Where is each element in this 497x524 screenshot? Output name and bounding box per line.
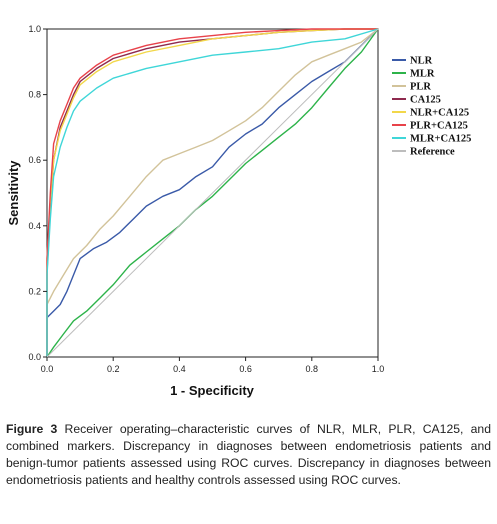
y-tick-label: 0.6	[28, 155, 41, 165]
x-tick-label: 0.8	[306, 364, 319, 374]
legend-label-mlr: MLR	[410, 69, 435, 80]
curve-plr-ca125	[46, 28, 378, 357]
curve-nlr-ca125	[46, 28, 378, 357]
figure-label: Figure 3	[6, 422, 58, 436]
legend-label-plr: PLR	[410, 82, 431, 93]
y-tick-label: 0.0	[28, 352, 41, 362]
roc-chart: 0.0 0.2 0.4 0.6 0.8 1.0 0.0 0.2 0.4 0.6 0.8 1.0 1 -…	[6, 24, 471, 398]
x-tick-label: 0.4	[173, 364, 186, 374]
legend: NLR MLR PLR CA125 NLR+CA125 PLR+CA125 MLR+CA12…	[392, 56, 471, 158]
y-tick-label: 0.8	[28, 90, 41, 100]
legend-label-nlr: NLR	[410, 56, 433, 67]
x-axis-title: 1 - Specificity	[170, 383, 255, 398]
curve-mlr-ca125	[46, 28, 379, 357]
y-axis-title: Sensitivity	[6, 160, 21, 226]
x-tick-label: 0.2	[107, 364, 120, 374]
figure-caption: Figure 3 Receiver operating–characterist…	[6, 421, 491, 489]
x-tick-label: 0.6	[239, 364, 252, 374]
x-tick-label: 1.0	[372, 364, 385, 374]
legend-label-reference: Reference	[410, 147, 455, 158]
y-tick-label: 1.0	[28, 24, 41, 34]
ticks-group: 0.0 0.2 0.4 0.6 0.8 1.0 0.0 0.2 0.4 0.6 0.8 1.0	[28, 24, 384, 374]
y-tick-label: 0.2	[28, 286, 41, 296]
figure-caption-text: Receiver operating–characteristic curves…	[6, 422, 491, 487]
legend-label-mlr-ca125: MLR+CA125	[410, 134, 471, 145]
legend-label-ca125: CA125	[410, 95, 441, 106]
curve-nlr	[46, 28, 379, 357]
y-tick-label: 0.4	[28, 221, 41, 231]
curves-group	[46, 28, 379, 358]
curve-reference	[46, 28, 379, 358]
legend-label-nlr-ca125: NLR+CA125	[410, 108, 469, 119]
x-tick-label: 0.0	[41, 364, 54, 374]
curve-plr	[46, 28, 379, 357]
legend-label-plr-ca125: PLR+CA125	[410, 121, 468, 132]
